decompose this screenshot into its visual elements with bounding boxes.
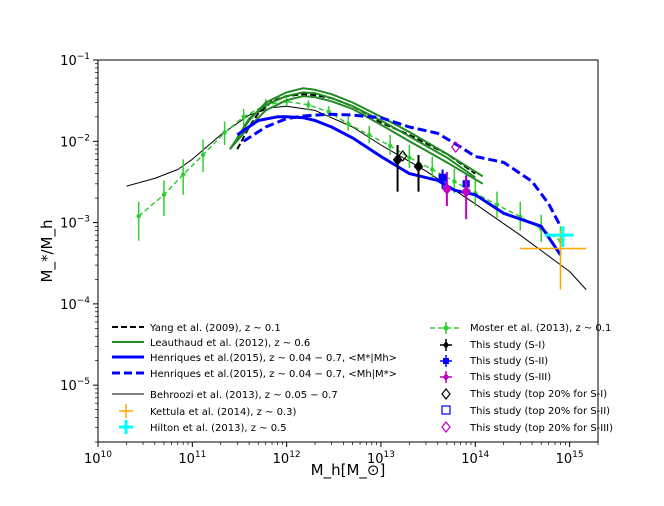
y-axis-label-text: M_*/M_h xyxy=(38,220,57,283)
x-tick-label-exp: 15 xyxy=(572,450,583,460)
leauthaud-upper-line xyxy=(229,87,484,178)
legend-swatch-top-s1 xyxy=(441,388,451,400)
legend-s3: This study (S-III) xyxy=(469,372,551,383)
moster-point xyxy=(241,114,246,120)
legend-top-s3: This study (top 20% for S-III) xyxy=(469,423,613,434)
legend-top-s2: This study (top 20% for S-II) xyxy=(469,406,610,417)
legend-swatch-top-s2 xyxy=(441,405,451,415)
x-tick-label: 1013 xyxy=(367,450,395,467)
s3-point xyxy=(461,185,471,198)
axis-layer: 1010 1011 1012 1013 1014 101510−510−410−310−2… xyxy=(60,52,599,467)
legend-swatch-top-s3 xyxy=(441,421,451,433)
y-tick-label-base: 10 xyxy=(60,379,77,394)
legend-henriques-mstar: Henriques et al.(2015), z ~ 0.04 − 0.7, … xyxy=(150,353,397,364)
leauthaud-central-line xyxy=(236,91,476,179)
moster-point xyxy=(407,155,412,160)
moster-point xyxy=(200,152,206,158)
x-tick-label: 1015 xyxy=(556,450,584,467)
y-tick-label-base: 10 xyxy=(60,135,77,150)
legend-swatch-s3 xyxy=(440,371,452,383)
x-tick-label-base: 10 xyxy=(556,452,573,467)
behroozi-line xyxy=(126,105,587,290)
x-tick-label-base: 10 xyxy=(273,452,290,467)
legend-s2: This study (S-II) xyxy=(469,356,548,367)
henriques-mh-line xyxy=(242,112,562,227)
x-axis-label-text: M_h[M_⊙] xyxy=(311,461,386,480)
legend-behroozi: Behroozi et al. (2013), z ~ 0.05 − 0.7 xyxy=(150,390,338,401)
legend-hilton: Hilton et al. (2013), z ~ 0.5 xyxy=(150,423,287,434)
legend-kettula: Kettula et al. (2014), z ~ 0.3) xyxy=(150,407,296,418)
y-tick-label-exp: −1 xyxy=(77,52,90,62)
top-s1-point xyxy=(397,150,408,162)
legend-yang: Yang et al. (2009), z ~ 0.1 xyxy=(149,323,281,334)
plot-frame xyxy=(97,59,599,443)
x-tick-label: 1010 xyxy=(84,450,112,467)
series-layer xyxy=(126,87,587,290)
x-tick-label-base: 10 xyxy=(461,452,478,467)
x-tick-label: 1012 xyxy=(273,450,301,467)
y-tick-label-exp: −2 xyxy=(77,133,90,143)
x-tick-label: 1011 xyxy=(178,450,206,467)
y-tick-label: 10−3 xyxy=(60,215,90,232)
legend-top-s1: This study (top 20% for S-I) xyxy=(469,389,607,400)
moster-point xyxy=(366,132,372,138)
y-tick-label-base: 10 xyxy=(60,54,77,69)
s1-point xyxy=(413,160,424,173)
leauthaud-lower-line xyxy=(229,95,484,185)
legend-henriques-mh: Henriques et al.(2015), z ~ 0.04 − 0.7, … xyxy=(150,369,397,380)
x-axis-label: M_h[M_⊙] xyxy=(311,461,386,480)
s3-point xyxy=(442,182,452,195)
top-s2-point xyxy=(438,174,447,183)
legend-swatch-moster xyxy=(430,322,462,334)
x-tick-label-base: 10 xyxy=(178,452,195,467)
moster-point xyxy=(306,102,311,108)
y-tick-label: 10−4 xyxy=(60,296,90,313)
y-tick-label-exp: −3 xyxy=(77,215,90,225)
moster-point xyxy=(346,121,351,127)
legend-right: Moster et al. (2013), z ~ 0.1 This study… xyxy=(430,322,613,434)
moster-point xyxy=(430,167,435,172)
moster-point xyxy=(452,179,457,184)
x-tick-label-exp: 14 xyxy=(478,450,490,460)
x-tick-label-base: 10 xyxy=(84,452,101,467)
legend-left: Yang et al. (2009), z ~ 0.1 Leauthaud et… xyxy=(112,323,397,434)
moster-point xyxy=(136,213,141,219)
y-tick-label: 10−1 xyxy=(60,52,90,69)
y-tick-label: 10−2 xyxy=(60,133,90,150)
y-tick-label-exp: −5 xyxy=(77,377,90,387)
moster-point xyxy=(180,172,186,177)
legend-swatch-hilton xyxy=(119,420,133,434)
legend-swatch-kettula xyxy=(119,404,133,418)
legend-leauthaud: Leauthaud et al. (2012), z ~ 0.6 xyxy=(150,338,310,349)
henriques-mstar-line xyxy=(236,115,562,256)
x-tick-label-exp: 13 xyxy=(384,450,395,460)
moster-point xyxy=(161,192,167,197)
moster-point xyxy=(494,202,500,208)
moster-point xyxy=(387,143,393,149)
legend-s1: This study (S-I) xyxy=(469,340,545,351)
x-tick-label-base: 10 xyxy=(367,452,384,467)
y-axis-label: M_*/M_h xyxy=(38,220,57,283)
y-tick-label-exp: −4 xyxy=(77,296,91,306)
x-tick-label-exp: 11 xyxy=(195,450,206,460)
y-tick-label-base: 10 xyxy=(60,298,77,313)
legend-moster: Moster et al. (2013), z ~ 0.1 xyxy=(470,323,611,334)
x-tick-label: 1014 xyxy=(461,450,489,467)
legend-swatch-s1 xyxy=(440,339,452,351)
y-tick-label-base: 10 xyxy=(60,217,77,232)
y-tick-label: 10−5 xyxy=(60,377,90,394)
moster-point xyxy=(222,130,227,135)
top-s3-point xyxy=(450,141,461,153)
x-tick-label-exp: 10 xyxy=(101,450,113,460)
x-tick-label-exp: 12 xyxy=(289,450,300,460)
legend-swatch-s2 xyxy=(440,355,452,367)
